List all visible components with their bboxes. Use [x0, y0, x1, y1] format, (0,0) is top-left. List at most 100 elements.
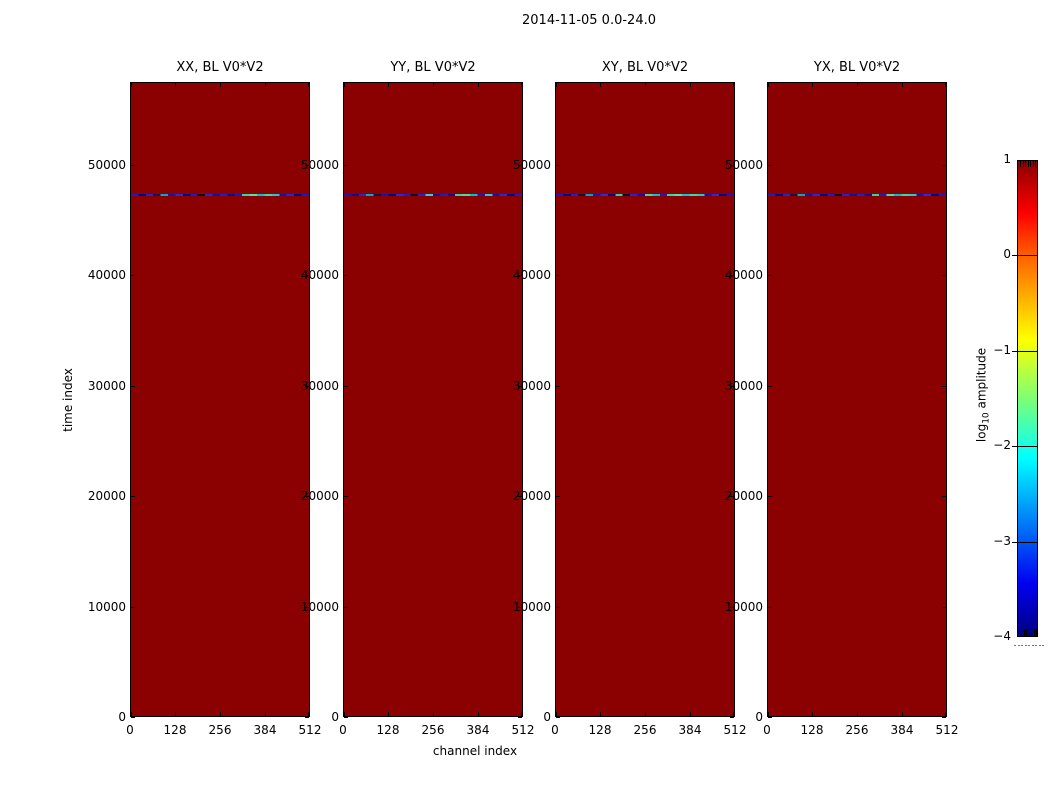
y-tick-mark — [730, 275, 734, 277]
x-tick-mark — [521, 712, 522, 716]
x-tick-label: 384 — [678, 723, 702, 737]
y-tick-mark — [730, 165, 734, 166]
x-tick-label: 512 — [935, 723, 959, 737]
x-tick-mark — [131, 712, 132, 716]
colorbar-bottom-dash — [1036, 629, 1037, 636]
colorbar-underflow-dot — [1014, 645, 1016, 646]
y-tick-mark — [768, 385, 772, 387]
colorbar-tick-label: −1 — [993, 342, 1011, 357]
x-tick-label: 256 — [845, 723, 869, 737]
colorbar-top-dash — [1035, 161, 1036, 167]
x-tick-label: 512 — [511, 723, 535, 737]
y-tick-label: 0 — [331, 710, 339, 724]
colorbar-underflow-dot — [1031, 645, 1034, 646]
y-tick-mark — [730, 385, 734, 387]
x-tick-mark — [733, 83, 734, 87]
y-tick-label: 50000 — [300, 158, 339, 172]
y-tick-mark — [768, 275, 772, 277]
x-tick-mark — [220, 712, 221, 716]
y-axis-label: time index — [61, 368, 75, 432]
y-tick-label: 50000 — [512, 158, 551, 172]
y-tick-mark — [518, 165, 522, 166]
y-tick-mark — [305, 275, 309, 277]
y-tick-label: 0 — [755, 710, 763, 724]
x-tick-mark — [812, 83, 813, 87]
x-tick-label: 256 — [208, 723, 232, 737]
panel-title-yy: YY, BL V0*V2 — [390, 60, 476, 75]
x-tick-mark — [945, 83, 946, 87]
x-tick-label: 128 — [800, 723, 824, 737]
x-tick-label: 384 — [890, 723, 914, 737]
colorbar-bottom-dash — [1031, 629, 1032, 636]
y-tick-label: 20000 — [87, 489, 126, 504]
x-tick-mark — [556, 83, 557, 87]
y-tick-mark — [344, 496, 348, 498]
y-tick-mark — [131, 606, 135, 608]
y-tick-mark — [305, 496, 309, 498]
x-tick-label: 0 — [126, 723, 134, 737]
y-tick-label: 10000 — [300, 599, 339, 614]
colorbar-top-dash — [1020, 161, 1021, 167]
colorbar-underflow-dot — [1024, 645, 1027, 646]
y-tick-mark — [768, 165, 772, 166]
panel-title-xx: XX, BL V0*V2 — [176, 60, 264, 75]
colorbar-tick-mark — [1012, 350, 1017, 352]
colorbar-top-dash — [1030, 161, 1031, 167]
x-tick-mark — [812, 712, 813, 716]
x-tick-label: 256 — [421, 723, 445, 737]
y-tick-label: 40000 — [724, 268, 763, 283]
y-tick-mark — [556, 717, 560, 718]
colorbar-top-dash — [1032, 161, 1034, 167]
x-tick-mark — [388, 83, 389, 87]
y-tick-label: 0 — [118, 710, 126, 724]
colorbar-tick-mark — [1012, 255, 1017, 257]
x-tick-mark — [556, 712, 557, 716]
y-tick-mark — [518, 275, 522, 277]
colorbar-underflow-dot — [1021, 645, 1023, 646]
colorbar-underflow-dot — [1038, 645, 1041, 646]
heatmap-panel-xy — [555, 82, 735, 718]
y-tick-mark — [942, 275, 946, 277]
y-tick-label: 30000 — [300, 378, 339, 393]
y-tick-mark — [518, 606, 522, 608]
colorbar-tick-label: 1 — [1003, 152, 1011, 166]
panel-title-yx: YX, BL V0*V2 — [813, 60, 901, 75]
colorbar-bottom-dash — [1033, 629, 1035, 636]
colorbar-label: log10 amplitude — [974, 348, 991, 442]
colorbar-underflow-dot — [1035, 645, 1037, 646]
x-tick-label: 128 — [376, 723, 400, 737]
x-tick-mark — [521, 83, 522, 87]
x-tick-label: 0 — [763, 723, 771, 737]
y-tick-mark — [556, 606, 560, 608]
y-tick-mark — [518, 385, 522, 387]
y-tick-label: 30000 — [512, 378, 551, 393]
panel-title-xy: XY, BL V0*V2 — [601, 60, 689, 75]
colorbar-bottom-dash — [1028, 629, 1030, 636]
x-tick-mark — [768, 83, 769, 87]
colorbar-label-sub: 10 — [981, 412, 992, 424]
x-tick-label: 384 — [253, 723, 277, 737]
y-tick-mark — [942, 717, 946, 718]
x-tick-mark — [388, 712, 389, 716]
y-tick-label: 40000 — [512, 268, 551, 283]
x-tick-mark — [265, 83, 266, 87]
x-tick-mark — [857, 712, 858, 716]
y-tick-mark — [556, 275, 560, 277]
x-tick-mark — [433, 712, 434, 716]
feature-scanline-xy — [556, 194, 734, 196]
y-tick-mark — [942, 606, 946, 608]
colorbar-top-dash — [1025, 161, 1026, 167]
colorbar-tick-mark — [1012, 446, 1017, 448]
x-tick-mark — [902, 712, 903, 716]
x-tick-mark — [857, 83, 858, 87]
colorbar-bottom-dash — [1021, 629, 1022, 636]
y-tick-mark — [344, 606, 348, 608]
y-tick-mark — [518, 496, 522, 498]
colorbar-tick-label: −2 — [993, 438, 1011, 453]
y-tick-label: 30000 — [87, 378, 126, 393]
x-tick-mark — [945, 712, 946, 716]
colorbar — [1017, 160, 1038, 637]
x-axis-label: channel index — [432, 744, 518, 758]
x-tick-label: 0 — [551, 723, 559, 737]
